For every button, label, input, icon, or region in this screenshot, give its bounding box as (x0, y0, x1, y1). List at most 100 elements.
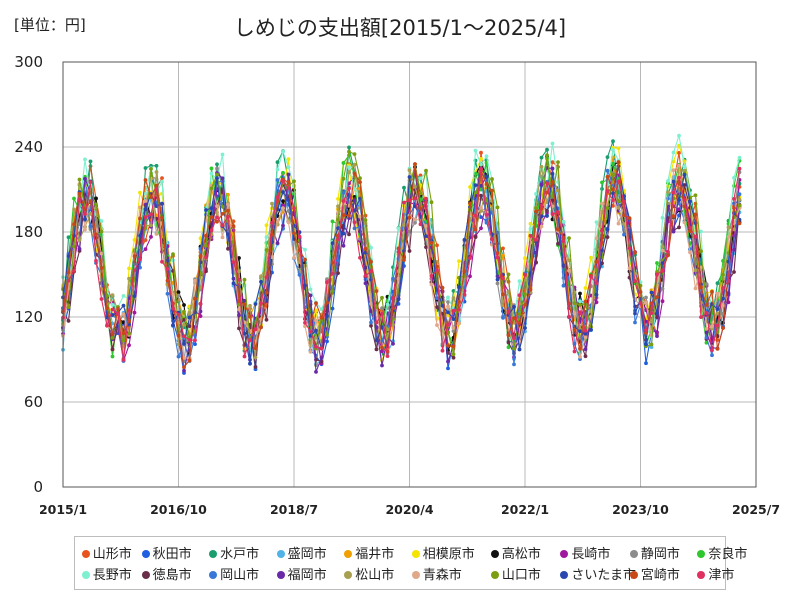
data-point (495, 255, 500, 260)
data-point (380, 295, 384, 300)
data-point (352, 171, 357, 176)
plot-frame (62, 61, 757, 488)
data-point (517, 321, 522, 325)
data-point (220, 176, 225, 181)
data-point (72, 196, 76, 201)
data-point (506, 333, 511, 338)
data-point (583, 331, 588, 336)
data-point (297, 234, 302, 239)
data-point (688, 199, 692, 204)
data-point (534, 250, 538, 255)
data-point (611, 148, 615, 152)
data-point (396, 297, 401, 302)
data-point (226, 202, 230, 207)
data-point (506, 310, 511, 314)
data-point (83, 176, 87, 181)
data-point (721, 303, 725, 308)
data-point (424, 196, 428, 201)
data-point (149, 235, 153, 239)
data-point (132, 254, 137, 259)
data-point (418, 176, 423, 181)
legend-marker-icon (560, 571, 569, 579)
legend-label: 福岡市 (287, 568, 327, 583)
data-point (209, 186, 214, 191)
data-point (248, 361, 252, 366)
legend-marker-icon (629, 550, 638, 558)
data-point (264, 235, 269, 240)
data-point (594, 259, 599, 264)
data-point (446, 343, 450, 348)
data-point (237, 302, 241, 307)
data-point (479, 205, 483, 210)
data-point (121, 303, 126, 308)
data-point (699, 249, 703, 254)
data-point (281, 149, 285, 154)
data-point (286, 165, 291, 170)
data-point (176, 290, 181, 294)
data-point (171, 306, 175, 311)
data-point (220, 152, 225, 157)
data-point (259, 325, 263, 330)
data-point (424, 224, 428, 228)
data-point (737, 221, 742, 226)
data-point (143, 178, 148, 182)
data-point (710, 289, 714, 294)
data-point (715, 347, 720, 351)
y-tick-label: 180 (14, 223, 43, 241)
data-point (127, 331, 131, 336)
data-point (369, 301, 373, 306)
data-point (655, 261, 659, 265)
legend-label: 静岡市 (640, 547, 680, 562)
data-point (506, 272, 511, 277)
data-point (671, 229, 676, 234)
data-point (182, 334, 186, 339)
data-point (462, 269, 467, 274)
data-point (671, 159, 676, 164)
data-point (226, 208, 230, 213)
data-point (99, 266, 104, 270)
data-point (369, 309, 373, 314)
data-point (242, 354, 247, 359)
data-point (127, 266, 131, 271)
data-point (198, 301, 203, 306)
data-point (264, 248, 269, 252)
data-point (275, 178, 280, 182)
data-point (380, 349, 384, 354)
data-point (616, 146, 621, 151)
data-point (682, 172, 687, 177)
data-point (545, 214, 549, 218)
data-point (303, 283, 307, 288)
data-point (347, 186, 351, 191)
data-point (682, 197, 687, 202)
data-point (671, 179, 676, 184)
data-point (429, 241, 434, 245)
data-point (572, 301, 577, 305)
data-point (561, 219, 566, 224)
data-point (292, 179, 296, 184)
data-point (605, 174, 610, 179)
data-point (226, 246, 230, 251)
data-point (484, 182, 489, 186)
data-point (479, 162, 483, 167)
data-point (457, 259, 461, 263)
data-point (682, 183, 687, 187)
data-point (66, 254, 71, 258)
data-point (341, 213, 346, 218)
data-point (413, 204, 417, 209)
legend-marker-icon (490, 571, 499, 579)
data-point (479, 167, 483, 171)
data-point (699, 285, 703, 290)
data-point (435, 243, 439, 248)
data-point (473, 227, 478, 232)
data-point (352, 220, 357, 225)
data-point (363, 274, 368, 278)
data-point (501, 253, 505, 258)
data-point (94, 232, 98, 237)
data-point (308, 287, 313, 292)
data-point (490, 237, 494, 241)
data-point (468, 235, 472, 240)
data-point (688, 250, 692, 255)
data-point (330, 271, 335, 276)
legend-item: 相模原市 (411, 543, 475, 562)
